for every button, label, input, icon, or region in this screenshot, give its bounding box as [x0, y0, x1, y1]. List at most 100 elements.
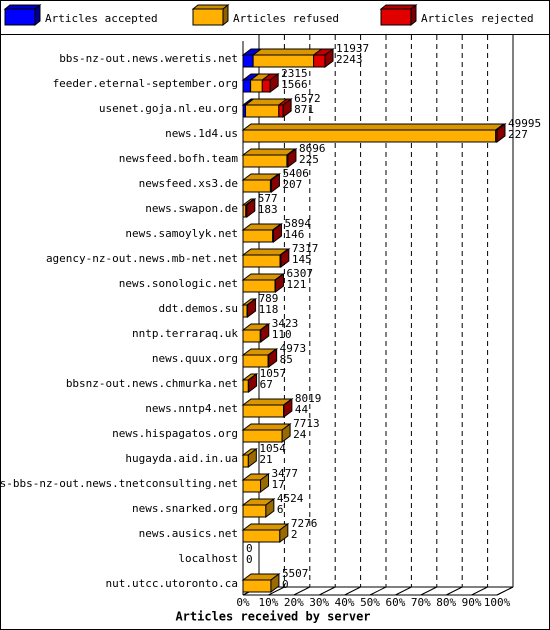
bar	[261, 79, 271, 93]
bar-label-top: 1054	[259, 442, 286, 455]
legend-swatch-side	[222, 3, 229, 27]
y-tick-label: news.nntp4.net	[145, 402, 238, 415]
tick-mark	[445, 586, 463, 596]
tick-mark	[318, 586, 336, 596]
x-tick-label: 70%	[411, 596, 431, 609]
bar-side	[287, 148, 297, 168]
bar-label-bottom: 145	[292, 253, 312, 266]
bar-side	[281, 423, 291, 443]
bar-label-top: 6572	[294, 92, 321, 105]
bar-label-bottom: 121	[287, 278, 307, 291]
legend-swatch	[192, 8, 224, 26]
y-tick-label: ddt.demos.su	[159, 302, 238, 315]
y-tick-label: bbsnz-out.news.chmurka.net	[66, 377, 238, 390]
bar	[242, 379, 249, 393]
legend-swatch	[380, 8, 412, 26]
bar-label-bottom: 2	[291, 528, 298, 541]
bar-label-top: 3423	[272, 317, 299, 330]
bar-label-bottom: 871	[294, 103, 314, 116]
x-tick-label: 80%	[436, 596, 456, 609]
x-tick-label: 90%	[462, 596, 482, 609]
bar-label-top: 0	[246, 542, 253, 555]
legend-swatch	[4, 8, 36, 26]
bar	[242, 504, 267, 518]
bar-label-bottom: 44	[295, 403, 309, 416]
bar-label-top: 577	[258, 192, 278, 205]
bar-side	[247, 298, 257, 318]
y-tick-label: nntp.terraraq.uk	[132, 327, 238, 340]
bar-label-top: 5507	[282, 567, 309, 580]
y-tick-label: news.samoylyk.net	[125, 227, 238, 240]
tick-mark	[471, 586, 488, 596]
legend-swatch-top	[191, 4, 230, 10]
bar-label-bottom: 146	[284, 228, 304, 241]
bar	[242, 229, 274, 243]
bar-side	[269, 73, 279, 93]
x-tick-label: 10%	[258, 596, 278, 609]
bar-side	[260, 473, 270, 493]
legend-swatch-top	[379, 4, 418, 10]
bar	[242, 154, 288, 168]
bar	[313, 54, 326, 68]
bar-label-bottom: 0	[246, 553, 253, 566]
tick-mark	[369, 586, 387, 596]
x-tick-label: 100%	[484, 596, 511, 609]
tick-mark	[496, 586, 514, 596]
bar-side	[265, 498, 275, 518]
bar-label-top: 8019	[295, 392, 322, 405]
bar-side	[324, 48, 334, 68]
bar-label-bottom: 85	[280, 353, 293, 366]
bar-top	[241, 148, 297, 156]
bar-label-top: 7713	[293, 417, 320, 430]
legend-swatch-side	[34, 3, 41, 27]
legend-label: Articles rejected	[421, 12, 534, 25]
bar-label-top: 5406	[282, 167, 309, 180]
bar	[252, 54, 315, 68]
bar-side	[282, 98, 292, 118]
bar	[242, 404, 285, 418]
bar-label-bottom: 21	[259, 453, 272, 466]
bar-label-bottom: 207	[282, 178, 302, 191]
bar-side	[275, 273, 285, 293]
legend-label: Articles refused	[233, 12, 339, 25]
bar	[242, 429, 283, 443]
bar	[278, 104, 284, 118]
bar-label-top: 1057	[260, 367, 287, 380]
bar	[242, 279, 276, 293]
bar	[242, 254, 281, 268]
x-axis-title: Articles received by server	[175, 610, 370, 624]
bar-label-bottom: 17	[272, 478, 285, 491]
bar-side	[247, 448, 257, 468]
legend-label: Articles accepted	[45, 12, 158, 25]
bar-side	[272, 223, 282, 243]
y-tick-label: newsfeed.bofh.team	[119, 152, 239, 165]
x-tick-label: 30%	[309, 596, 329, 609]
bar-label-bottom: 24	[293, 428, 307, 441]
bar-label-top: 2315	[281, 67, 308, 80]
bar-side	[279, 523, 289, 543]
bar-label-bottom: 225	[299, 153, 319, 166]
bar-label-top: 3477	[272, 467, 299, 480]
bar-label-bottom: 67	[260, 378, 273, 391]
bar	[242, 179, 271, 193]
bar-side	[283, 398, 293, 418]
y-tick-label: bbs-nz-out.news.weretis.net	[59, 52, 238, 65]
y-tick-label: hugayda.aid.in.ua	[125, 452, 238, 465]
y-tick-label: newsfeed.xs3.de	[139, 177, 238, 190]
bar-side	[270, 573, 280, 593]
y-tick-label: localhost	[178, 552, 238, 565]
x-tick-label: 0%	[236, 596, 250, 609]
bar-side	[268, 348, 278, 368]
legend-swatch-top	[3, 4, 42, 10]
bar	[250, 79, 263, 93]
bar-label-top: 5894	[284, 217, 311, 230]
tick-mark	[344, 586, 361, 596]
y-tick-label: news.1d4.us	[165, 127, 238, 140]
bar-label-top: 7317	[292, 242, 319, 255]
bar	[242, 54, 254, 68]
y-tick-label: feeder.eternal-september.org	[53, 77, 238, 90]
bar	[242, 129, 497, 143]
y-tick-label: news.swapon.de	[145, 202, 238, 215]
y-tick-label: usenet.goja.nl.eu.org	[99, 102, 238, 115]
